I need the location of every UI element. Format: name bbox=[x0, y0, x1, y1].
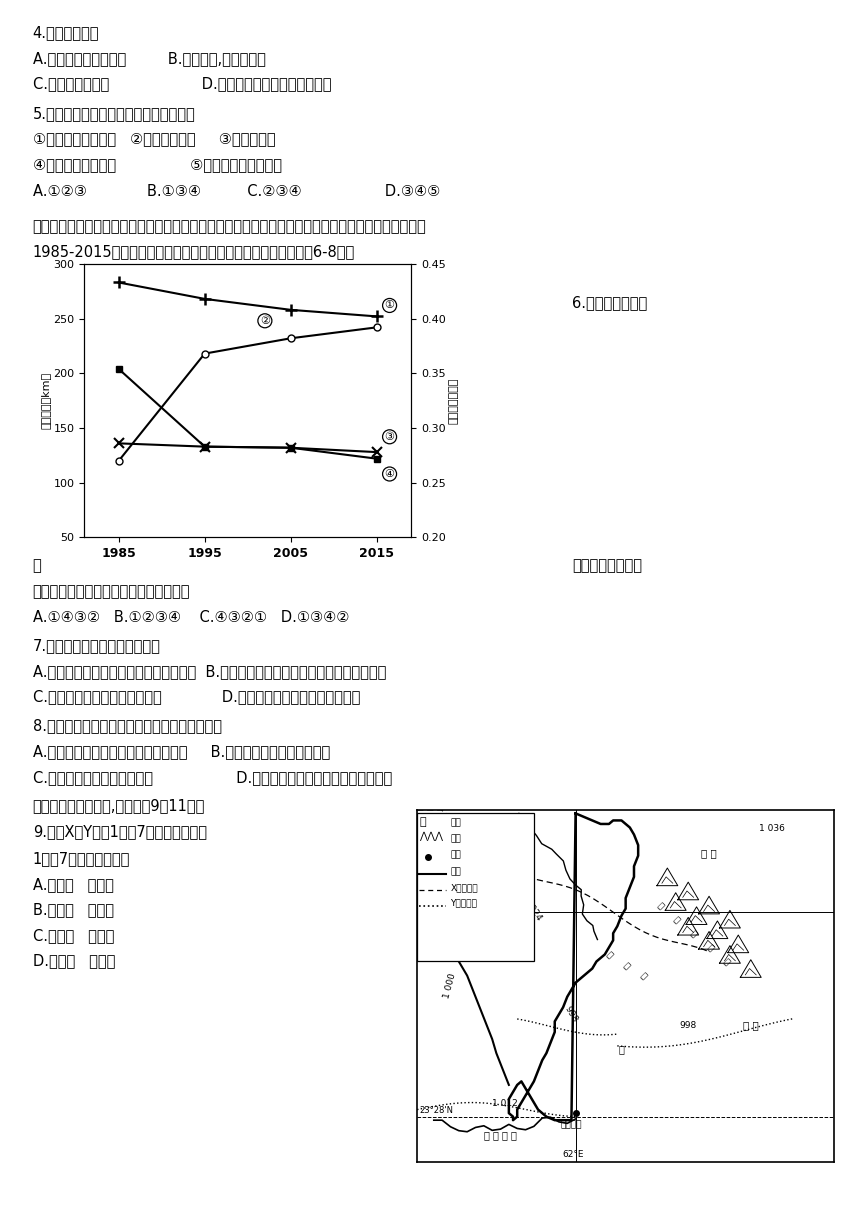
Text: 尔港: 尔港 bbox=[705, 824, 722, 839]
Text: A.人工开发强度增大，改变海岸地质构造  B.海岸人工化强度增加，海岸抗侵蚀能力增强: A.人工开发强度增大，改变海岸地质构造 B.海岸人工化强度增加，海岸抗侵蚀能力增… bbox=[33, 664, 386, 679]
Text: 998: 998 bbox=[680, 1021, 697, 1030]
Text: C.西南风   东北风: C.西南风 东北风 bbox=[33, 928, 114, 942]
Text: 昆: 昆 bbox=[688, 929, 698, 939]
Text: ①养老服务难以保障   ②加重就业困难     ③劳动力短缺: ①养老服务难以保障 ②加重就业困难 ③劳动力短缺 bbox=[33, 131, 275, 146]
Text: 下图是世界某区域图,读图回答9～11题。: 下图是世界某区域图,读图回答9～11题。 bbox=[33, 798, 205, 812]
Text: 拉: 拉 bbox=[672, 914, 681, 924]
Text: X月等压线: X月等压线 bbox=[451, 883, 478, 893]
Text: 山: 山 bbox=[722, 957, 732, 967]
Text: 23°28'N: 23°28'N bbox=[419, 1105, 453, 1115]
Text: ④土地养老杯水车薪                ⑤使环境人口容量降低: ④土地养老杯水车薪 ⑤使环境人口容量降低 bbox=[33, 157, 282, 171]
Text: 河流: 河流 bbox=[451, 818, 461, 828]
Text: Y月等压线: Y月等压线 bbox=[451, 899, 477, 907]
Text: 国界: 国界 bbox=[451, 867, 461, 876]
Text: 印 度: 印 度 bbox=[743, 1020, 759, 1030]
Text: 8.随着全球气候变暖，对浙江海岸资源的影响是: 8.随着全球气候变暖，对浙江海岸资源的影响是 bbox=[33, 719, 222, 733]
Text: 5.该村人口现状可能给当地带来的问题有: 5.该村人口现状可能给当地带来的问题有 bbox=[33, 106, 195, 120]
Text: ⋀⋀⋀: ⋀⋀⋀ bbox=[419, 832, 443, 841]
Text: 河: 河 bbox=[638, 972, 648, 981]
Text: A.位于浙江省沿海地区         B.环境优美,迁入人口多: A.位于浙江省沿海地区 B.环境优美,迁入人口多 bbox=[33, 51, 266, 66]
Text: 9.图中X、Y代表1月或7月等压线，瓜达: 9.图中X、Y代表1月或7月等压线，瓜达 bbox=[33, 824, 206, 839]
Text: 城市: 城市 bbox=[451, 850, 461, 860]
Text: 对应整体岸线，自: 对应整体岸线，自 bbox=[572, 558, 642, 573]
Text: 1 012: 1 012 bbox=[492, 1099, 518, 1108]
Text: 仑: 仑 bbox=[705, 944, 715, 953]
Text: ～: ～ bbox=[419, 817, 426, 827]
FancyBboxPatch shape bbox=[417, 814, 534, 962]
Text: 山脉: 山脉 bbox=[451, 834, 461, 844]
Text: 1 000: 1 000 bbox=[442, 973, 458, 1000]
Text: C.医疗卫生水平高                    D.受经济因素影响人口迁移率高: C.医疗卫生水平高 D.受经济因素影响人口迁移率高 bbox=[33, 77, 331, 91]
Text: 1月、7月的风向分别是: 1月、7月的风向分别是 bbox=[33, 851, 130, 866]
Text: ④: ④ bbox=[384, 469, 395, 479]
Y-axis label: 岸线长度（km）: 岸线长度（km） bbox=[40, 372, 51, 429]
Text: 阿 拉 伯 海: 阿 拉 伯 海 bbox=[484, 1130, 517, 1139]
Text: 瓜达尔港: 瓜达尔港 bbox=[561, 1120, 582, 1130]
Text: 62°E: 62°E bbox=[562, 1150, 584, 1159]
Text: B.东北风   西北风: B.东北风 西北风 bbox=[33, 902, 114, 917]
Text: A.西北风   东北风: A.西北风 东北风 bbox=[33, 877, 114, 891]
Text: 6.图中四条岸线分: 6.图中四条岸线分 bbox=[572, 295, 647, 310]
Text: ③: ③ bbox=[384, 432, 395, 441]
Text: 7.浙江省象山港海岸开发过程中: 7.浙江省象山港海岸开发过程中 bbox=[33, 638, 161, 653]
Text: 度: 度 bbox=[622, 961, 631, 970]
Text: 别: 别 bbox=[33, 558, 41, 573]
Text: 河: 河 bbox=[618, 1045, 624, 1054]
Text: 喀: 喀 bbox=[654, 901, 665, 911]
Text: A.①④③②   B.①②③④    C.④③②①   D.①③④②: A.①④③② B.①②③④ C.④③②① D.①③④② bbox=[33, 610, 349, 625]
Text: 1985-2015年象山港人工化强度与岸线长度的关系图。据此完成6-8题。: 1985-2015年象山港人工化强度与岸线长度的关系图。据此完成6-8题。 bbox=[33, 244, 355, 259]
Text: C.自然岸线缩短，海洋生态恶化             D.人工岸线增长，生物多样性增加: C.自然岸线缩短，海洋生态恶化 D.人工岸线增长，生物多样性增加 bbox=[33, 689, 360, 704]
Text: D.东北风   西南风: D.东北风 西南风 bbox=[33, 953, 115, 968]
Text: 4.图示反映该村: 4.图示反映该村 bbox=[33, 26, 99, 40]
Text: 1 036: 1 036 bbox=[759, 824, 785, 833]
Text: 中 国: 中 国 bbox=[701, 848, 717, 857]
Text: 印: 印 bbox=[605, 950, 615, 959]
Text: 998: 998 bbox=[563, 1004, 580, 1024]
Text: C.舟山渔场鱼类游往其他地区                  D.浮游生物生长加快，吸引更多的鱼类: C.舟山渔场鱼类游往其他地区 D.浮游生物生长加快，吸引更多的鱼类 bbox=[33, 770, 392, 784]
Text: 浙江省东南部的象山港北靠杭州湾，港湾优良，开发利用强度不断加大，海岸线也在不断变化。如图为: 浙江省东南部的象山港北靠杭州湾，港湾优良，开发利用强度不断加大，海岸线也在不断变… bbox=[33, 219, 427, 233]
Text: 1 024: 1 024 bbox=[521, 895, 544, 922]
Text: A.岛屿海岸线增长，岸线资源更加丰富     B.海岸线增加，岸线资源增加: A.岛屿海岸线增长，岸线资源更加丰富 B.海岸线增加，岸线资源增加 bbox=[33, 744, 330, 759]
Text: ②: ② bbox=[260, 316, 270, 326]
Text: 然岸线，人工岸线，海岸人工化强度的是: 然岸线，人工岸线，海岸人工化强度的是 bbox=[33, 584, 190, 598]
Text: ①: ① bbox=[384, 300, 395, 310]
Text: 40°N: 40°N bbox=[419, 901, 442, 911]
Text: A.①②③             B.①③④          C.②③④                  D.③④⑤: A.①②③ B.①③④ C.②③④ D.③④⑤ bbox=[33, 184, 440, 198]
Y-axis label: 象崎人工化强度: 象崎人工化强度 bbox=[448, 377, 458, 424]
